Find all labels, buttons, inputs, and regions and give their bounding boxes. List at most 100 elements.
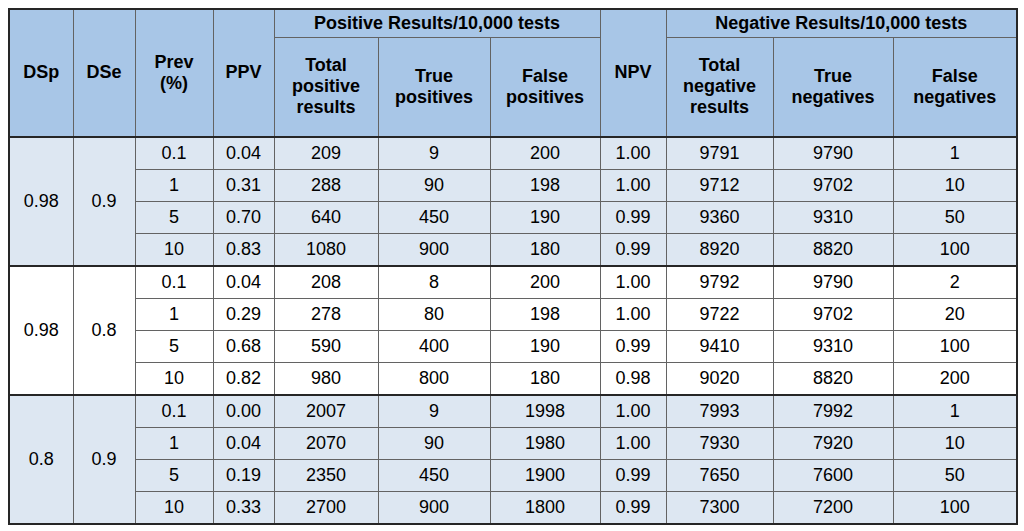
true-positives-cell: 90 (378, 428, 490, 460)
true-positives-cell: 9 (378, 137, 490, 170)
ppv-cell: 0.04 (213, 137, 274, 170)
npv-cell: 1.00 (600, 137, 666, 170)
col-header-npv: NPV (600, 9, 666, 137)
false-negatives-cell: 10 (893, 170, 1017, 202)
false-negatives-cell: 20 (893, 299, 1017, 331)
total-negative-cell: 9792 (666, 266, 773, 299)
prev-cell: 1 (135, 170, 213, 202)
true-negatives-cell: 9790 (773, 137, 893, 170)
table-row: 0.98 0.9 0.1 0.04 209 9 200 1.00 9791 97… (9, 137, 1017, 170)
dse-cell: 0.8 (73, 266, 135, 395)
true-negatives-cell: 8820 (773, 363, 893, 396)
ppv-cell: 0.00 (213, 395, 274, 428)
npv-cell: 1.00 (600, 299, 666, 331)
true-negatives-cell: 9310 (773, 202, 893, 234)
ppv-cell: 0.04 (213, 266, 274, 299)
total-positive-cell: 288 (274, 170, 378, 202)
col-header-total-negative: Total negative results (666, 37, 773, 137)
col-header-total-positive: Total positive results (274, 37, 378, 137)
false-positives-cell: 1980 (490, 428, 600, 460)
false-negatives-cell: 1 (893, 395, 1017, 428)
false-positives-cell: 1900 (490, 460, 600, 492)
total-negative-cell: 7993 (666, 395, 773, 428)
total-positive-cell: 640 (274, 202, 378, 234)
header-group-row: DSp DSe Prev (%) PPV Positive Results/10… (9, 9, 1017, 37)
total-negative-cell: 8920 (666, 234, 773, 267)
table-row: 5 0.68 590 400 190 0.99 9410 9310 100 (9, 331, 1017, 363)
true-positives-cell: 450 (378, 202, 490, 234)
true-negatives-cell: 7920 (773, 428, 893, 460)
true-positives-cell: 900 (378, 492, 490, 525)
true-negatives-cell: 7600 (773, 460, 893, 492)
false-negatives-cell: 1 (893, 137, 1017, 170)
group-dsp098-dse09: 0.98 0.9 0.1 0.04 209 9 200 1.00 9791 97… (9, 137, 1017, 266)
npv-cell: 0.99 (600, 234, 666, 267)
true-negatives-cell: 7992 (773, 395, 893, 428)
ppv-cell: 0.04 (213, 428, 274, 460)
prev-cell: 5 (135, 331, 213, 363)
false-negatives-cell: 100 (893, 492, 1017, 525)
col-header-true-positives: True positives (378, 37, 490, 137)
false-positives-cell: 180 (490, 234, 600, 267)
npv-cell: 1.00 (600, 266, 666, 299)
npv-cell: 1.00 (600, 170, 666, 202)
ppv-cell: 0.83 (213, 234, 274, 267)
false-positives-cell: 198 (490, 170, 600, 202)
true-negatives-cell: 9702 (773, 299, 893, 331)
prev-cell: 10 (135, 492, 213, 525)
npv-cell: 1.00 (600, 395, 666, 428)
npv-cell: 0.99 (600, 492, 666, 525)
npv-cell: 0.99 (600, 460, 666, 492)
ppv-cell: 0.29 (213, 299, 274, 331)
ppv-cell: 0.68 (213, 331, 274, 363)
table-row: 10 0.82 980 800 180 0.98 9020 8820 200 (9, 363, 1017, 396)
total-negative-cell: 7650 (666, 460, 773, 492)
col-header-prev: Prev (%) (135, 9, 213, 137)
table-header: DSp DSe Prev (%) PPV Positive Results/10… (9, 9, 1017, 137)
prev-cell: 1 (135, 299, 213, 331)
false-positives-cell: 200 (490, 137, 600, 170)
false-negatives-cell: 2 (893, 266, 1017, 299)
col-header-ppv: PPV (213, 9, 274, 137)
diagnostic-accuracy-table: DSp DSe Prev (%) PPV Positive Results/10… (8, 8, 1018, 525)
col-header-true-negatives: True negatives (773, 37, 893, 137)
table-row: 0.98 0.8 0.1 0.04 208 8 200 1.00 9792 97… (9, 266, 1017, 299)
true-positives-cell: 90 (378, 170, 490, 202)
prev-cell: 0.1 (135, 137, 213, 170)
true-positives-cell: 80 (378, 299, 490, 331)
ppv-cell: 0.33 (213, 492, 274, 525)
true-positives-cell: 400 (378, 331, 490, 363)
table-page: DSp DSe Prev (%) PPV Positive Results/10… (0, 0, 1024, 531)
table-row: 10 0.33 2700 900 1800 0.99 7300 7200 100 (9, 492, 1017, 525)
col-header-dse: DSe (73, 9, 135, 137)
total-negative-cell: 9722 (666, 299, 773, 331)
dse-cell: 0.9 (73, 395, 135, 524)
false-positives-cell: 200 (490, 266, 600, 299)
true-positives-cell: 900 (378, 234, 490, 267)
false-positives-cell: 190 (490, 331, 600, 363)
false-negatives-cell: 50 (893, 202, 1017, 234)
ppv-cell: 0.82 (213, 363, 274, 396)
false-positives-cell: 198 (490, 299, 600, 331)
prev-cell: 10 (135, 234, 213, 267)
prev-cell: 10 (135, 363, 213, 396)
true-positives-cell: 8 (378, 266, 490, 299)
table-row: 1 0.04 2070 90 1980 1.00 7930 7920 10 (9, 428, 1017, 460)
col-header-dsp: DSp (9, 9, 73, 137)
false-positives-cell: 1800 (490, 492, 600, 525)
dse-cell: 0.9 (73, 137, 135, 266)
total-negative-cell: 9791 (666, 137, 773, 170)
npv-cell: 0.99 (600, 202, 666, 234)
prev-cell: 1 (135, 428, 213, 460)
true-positives-cell: 450 (378, 460, 490, 492)
table-row: 5 0.19 2350 450 1900 0.99 7650 7600 50 (9, 460, 1017, 492)
total-positive-cell: 590 (274, 331, 378, 363)
group-dsp08-dse09: 0.8 0.9 0.1 0.00 2007 9 1998 1.00 7993 7… (9, 395, 1017, 524)
table-row: 1 0.29 278 80 198 1.00 9722 9702 20 (9, 299, 1017, 331)
true-negatives-cell: 7200 (773, 492, 893, 525)
col-header-false-negatives: False negatives (893, 37, 1017, 137)
dsp-cell: 0.98 (9, 266, 73, 395)
total-positive-cell: 2007 (274, 395, 378, 428)
total-positive-cell: 208 (274, 266, 378, 299)
true-negatives-cell: 9790 (773, 266, 893, 299)
